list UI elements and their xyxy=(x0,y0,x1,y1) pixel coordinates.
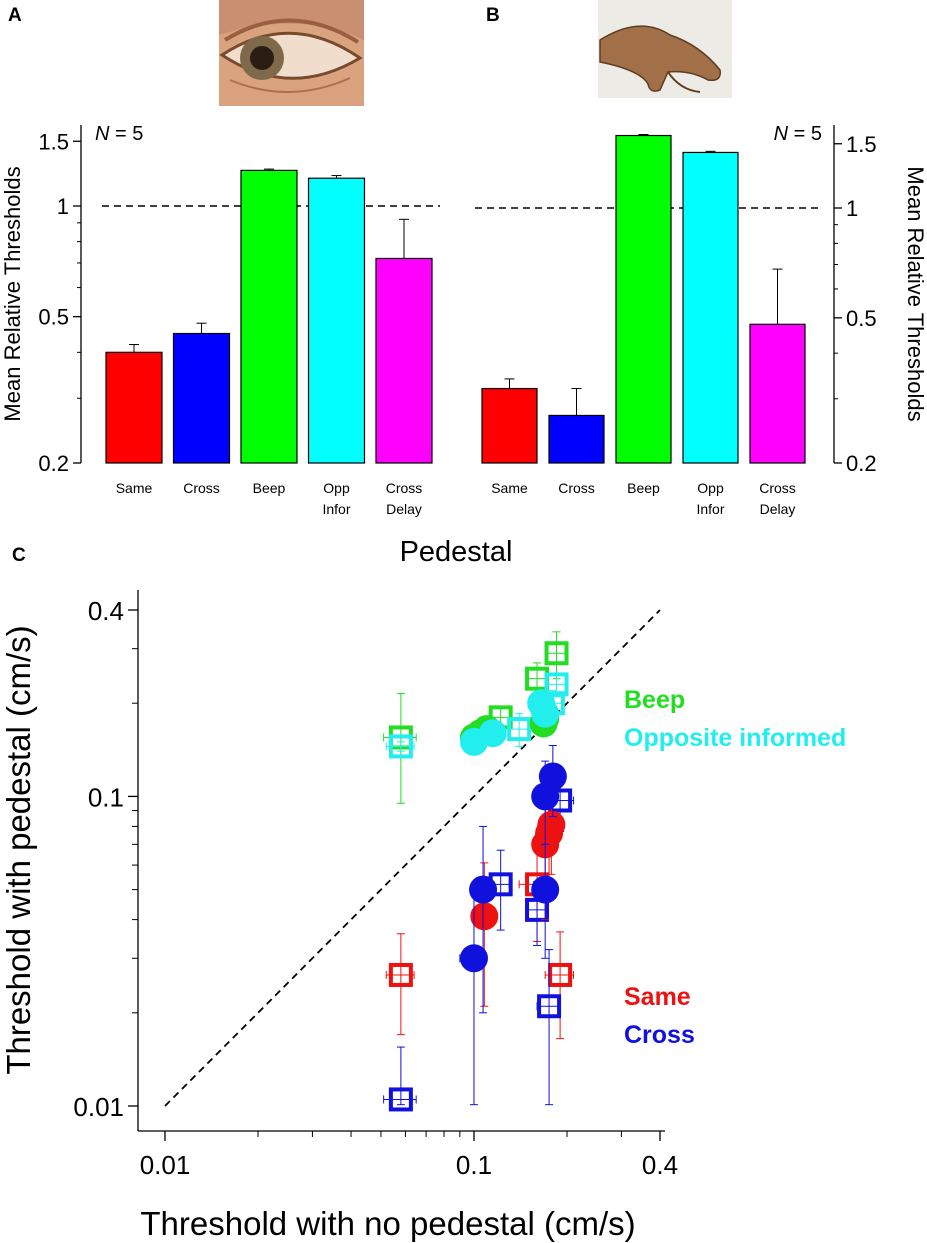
x-tick-label: 0.4 xyxy=(642,1150,678,1180)
bar xyxy=(615,134,672,464)
open-square-point xyxy=(388,734,413,759)
y-axis-label: Mean Relative Thresholds xyxy=(903,166,927,421)
bar xyxy=(307,177,366,464)
x-axis-label: Threshold with no pedestal (cm/s) xyxy=(140,1205,635,1242)
category-label: Same xyxy=(491,480,528,496)
y-tick-label: 0.5 xyxy=(846,306,877,331)
y-tick-label: 0.1 xyxy=(88,782,124,812)
panel-c-scatter-plot: Pedestal 0.01 0.1 0.4 0.4 0.1 0.01 Threshold wi… xyxy=(0,536,846,1242)
panel-c-title: Pedestal xyxy=(400,536,513,568)
filled-circle-point xyxy=(469,875,498,904)
y-tick-label: 0.2 xyxy=(38,451,69,476)
y-tick-label: 1 xyxy=(57,194,69,219)
filled-circle-point xyxy=(459,944,488,973)
category-label: Same xyxy=(116,480,153,496)
bar xyxy=(105,351,163,464)
panel-letter-b: B xyxy=(486,5,500,26)
y-axis-label: Mean Relative Thresholds xyxy=(0,166,25,421)
category-label: Opp xyxy=(323,480,350,496)
open-square-point xyxy=(537,994,562,1019)
bar xyxy=(749,323,806,464)
hand-image xyxy=(598,0,732,98)
open-square-point xyxy=(544,641,569,666)
bar xyxy=(548,414,605,464)
category-label: Infor xyxy=(696,501,724,517)
panel-a-bar-chart: 1.5 1 0.5 0.2 Mean Relative Thresholds N = 5 S… xyxy=(0,123,440,517)
filled-circle-point xyxy=(538,762,567,791)
legend-label: Opposite informed xyxy=(624,724,846,752)
category-label: Beep xyxy=(627,480,660,496)
category-label: Cross xyxy=(759,480,796,496)
y-tick-label: 0.4 xyxy=(88,596,124,626)
identity-line xyxy=(164,609,661,1107)
x-tick-label: 0.01 xyxy=(140,1150,191,1180)
filled-circle-point xyxy=(470,902,499,931)
category-label: Cross xyxy=(386,480,423,496)
x-tick-label: 0.1 xyxy=(456,1150,492,1180)
category-label: Opp xyxy=(697,480,724,496)
y-tick-label: 1.5 xyxy=(38,129,69,154)
category-label: Cross xyxy=(183,480,220,496)
open-square-point xyxy=(388,1087,413,1112)
open-square-point xyxy=(548,962,573,987)
y-tick-label: 0.2 xyxy=(846,451,877,476)
y-tick-label: 1.5 xyxy=(846,132,877,157)
panel-letter-c: C xyxy=(12,545,26,566)
filled-circle-point xyxy=(537,810,566,839)
bar xyxy=(481,387,538,464)
sample-size-label: N = 5 xyxy=(774,123,822,145)
panel-b-bar-chart: 1.5 1 0.5 0.2 Mean Relative Thresholds N = 5 S… xyxy=(475,123,927,517)
y-axis-label: Threshold with pedestal (cm/s) xyxy=(0,625,37,1074)
sample-size-label: N = 5 xyxy=(95,123,143,145)
legend-label: Cross xyxy=(624,1021,695,1049)
filled-circle-point xyxy=(531,699,560,728)
filled-circle-point xyxy=(531,875,560,904)
category-label: Delay xyxy=(760,501,796,517)
bar xyxy=(375,257,433,464)
y-tick-label: 0.01 xyxy=(73,1092,124,1122)
panel-letter-a: A xyxy=(8,5,22,26)
open-square-point xyxy=(507,717,532,742)
open-square-point xyxy=(388,962,413,987)
category-label: Infor xyxy=(322,501,350,517)
legend-label: Beep xyxy=(624,686,685,714)
legend-label: Same xyxy=(624,983,691,1011)
filled-circle-point xyxy=(478,719,507,748)
category-label: Delay xyxy=(386,501,422,517)
bar xyxy=(240,169,298,464)
eye-image xyxy=(219,0,364,106)
y-tick-label: 1 xyxy=(846,196,858,221)
open-square-point xyxy=(544,672,569,697)
bar xyxy=(172,332,231,464)
category-label: Beep xyxy=(253,480,286,496)
y-tick-label: 0.5 xyxy=(38,305,69,330)
bar xyxy=(682,151,739,464)
category-label: Cross xyxy=(558,480,595,496)
